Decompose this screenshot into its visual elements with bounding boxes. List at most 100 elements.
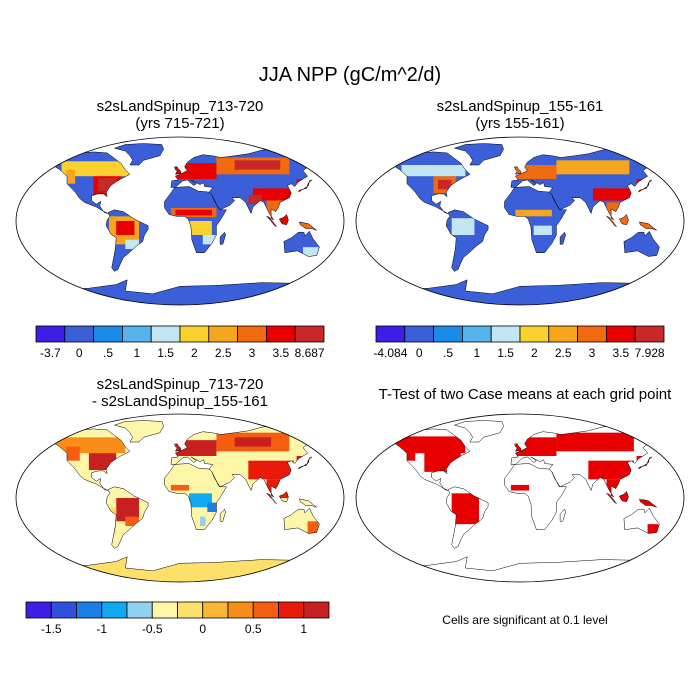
coastline-eurasia — [510, 424, 684, 498]
coastline-southamerica — [445, 486, 489, 549]
npp-region — [234, 160, 281, 170]
colorbar-swatch — [93, 325, 123, 343]
colorbar-swatch — [64, 325, 94, 343]
colorbar-tick-label: 1 — [133, 346, 140, 360]
npp-region — [189, 493, 212, 508]
colorbar-tick-label: 1 — [473, 346, 480, 360]
map-panel-3 — [15, 413, 345, 583]
npp-region — [200, 516, 206, 526]
npp-region — [234, 437, 272, 447]
coastline-japan — [637, 456, 653, 470]
coastline-sumatra — [606, 216, 617, 227]
colorbar-tick-label: 2 — [191, 346, 198, 360]
coastline-northamerica — [366, 428, 471, 491]
npp-region — [116, 221, 135, 235]
coastline-southamerica — [105, 209, 149, 272]
npp-region — [374, 434, 393, 444]
coastline-australia — [283, 230, 320, 257]
colorbar-tick-label: 1.5 — [497, 346, 514, 360]
coastline-greenland — [453, 420, 504, 443]
colorbar-swatch — [151, 601, 178, 619]
coastline-northamerica — [26, 151, 131, 214]
map-border — [15, 136, 345, 306]
colorbar-tick-label: .5 — [103, 346, 113, 360]
coastline-eurasia — [170, 424, 344, 498]
colorbar-tick-label: -3.7 — [40, 346, 61, 360]
colorbar-tick-label: 0.5 — [245, 622, 262, 636]
coastline-australia — [623, 507, 660, 534]
npp-region — [66, 446, 80, 461]
colorbar-tick-label: 1.5 — [157, 346, 174, 360]
colorbar-swatch — [122, 325, 152, 343]
panel-1-title-line1: s2sLandSpinup_713-720 — [96, 98, 264, 115]
colorbar-tick-label: 3 — [589, 346, 596, 360]
npp-region — [592, 188, 634, 201]
colorbar-swatch — [548, 325, 579, 343]
colorbar-tick-label: 8.687 — [295, 346, 325, 360]
colorbar-swatch — [278, 601, 305, 619]
colorbar-swatch — [490, 325, 521, 343]
coastline-newzealand — [331, 252, 343, 265]
colorbar-tick-label: 3 — [249, 346, 256, 360]
coastline-newguinea — [299, 221, 317, 231]
npp-region — [189, 221, 212, 235]
map-panel-1 — [15, 136, 345, 306]
coastline-uk — [174, 443, 182, 452]
npp-region — [510, 484, 530, 491]
coastline-northamerica — [26, 428, 131, 491]
npp-region — [533, 225, 552, 235]
coastline-africa — [504, 186, 567, 253]
colorbar-tick-label: .5 — [443, 346, 453, 360]
colorbar-tick-label: -4.084 — [373, 346, 407, 360]
colorbar-swatch — [101, 601, 128, 619]
coastline-uk — [514, 166, 522, 175]
colorbar-swatch — [265, 325, 296, 343]
npp-region — [307, 521, 319, 534]
npp-region — [175, 209, 212, 216]
colorbar-tick-label: 3.5 — [272, 346, 289, 360]
colorbar-swatch — [634, 325, 665, 343]
panel-4-title: T-Test of two Case means at each grid po… — [355, 386, 695, 403]
colorbar-swatch — [50, 601, 77, 619]
coastline-greenland — [453, 143, 504, 166]
colorbar-tick-label: 2.5 — [555, 346, 572, 360]
coastline-uk — [174, 166, 182, 175]
coastline-africa — [164, 463, 227, 530]
npp-region — [66, 169, 76, 184]
coastline-eurasia — [510, 147, 684, 221]
colorbar-swatch — [375, 325, 406, 343]
significance-note: Cells are significant at 0.1 level — [442, 613, 608, 627]
panel-3-title: s2sLandSpinup_713-720 - s2sLandSpinup_15… — [15, 376, 345, 410]
colorbar-tick-label: 3.5 — [612, 346, 629, 360]
coastline-madagascar — [559, 508, 566, 522]
npp-region — [638, 499, 657, 508]
npp-region — [401, 165, 466, 177]
coastline-newguinea — [299, 498, 317, 508]
coastline-madagascar — [219, 508, 226, 522]
colorbar-tick-label: 2.5 — [215, 346, 232, 360]
colorbar-swatch — [252, 601, 279, 619]
npp-region — [248, 194, 262, 205]
colorbar-panel-1: -3.7 0 .5 1 1.5 2 2.5 3 3.5 8.687 — [35, 325, 325, 360]
npp-region — [647, 524, 659, 534]
colorbar-panel-3: -1.5-1-0.500.511.5 — [25, 601, 330, 636]
colorbar-swatch — [519, 325, 550, 343]
npp-region — [175, 440, 217, 456]
npp-region — [451, 218, 475, 235]
colorbar-swatch — [150, 325, 181, 343]
panel-3-title-line1: s2sLandSpinup_713-720 — [96, 376, 264, 393]
npp-region — [556, 160, 630, 175]
coastline-australia — [283, 507, 320, 534]
colorbar-tick-label: -1.5 — [41, 622, 62, 636]
coastline-uk — [514, 443, 522, 452]
coastline-africa — [164, 186, 227, 253]
colorbar-tick-label: 7.928 — [635, 346, 665, 360]
colorbar-swatch — [294, 325, 325, 343]
colorbar-swatch — [577, 325, 607, 343]
colorbar-swatch — [25, 601, 52, 619]
npp-region — [303, 247, 319, 257]
colorbar-tick-label: 2 — [531, 346, 538, 360]
colorbar-tick-label: -0.5 — [142, 622, 163, 636]
colorbar-tick-label: 1 — [300, 622, 307, 636]
coastline-borneo — [278, 214, 289, 225]
